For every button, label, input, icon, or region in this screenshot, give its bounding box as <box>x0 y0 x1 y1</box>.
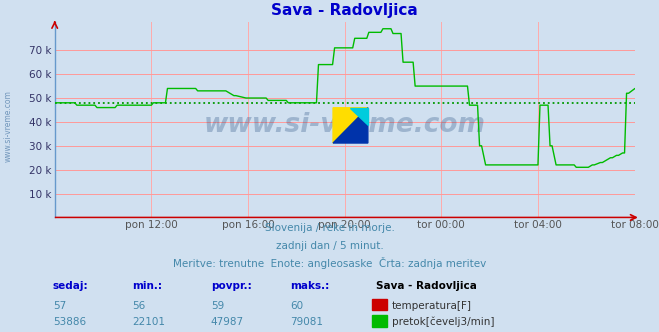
Polygon shape <box>333 108 368 143</box>
Text: Sava - Radovljica: Sava - Radovljica <box>376 281 476 291</box>
Text: www.si-vreme.com: www.si-vreme.com <box>3 90 13 162</box>
Text: pretok[čevelj3/min]: pretok[čevelj3/min] <box>392 317 495 327</box>
Text: Meritve: trenutne  Enote: angleosaske  Črta: zadnja meritev: Meritve: trenutne Enote: angleosaske Črt… <box>173 257 486 269</box>
Text: Slovenija / reke in morje.: Slovenija / reke in morje. <box>264 223 395 233</box>
Text: 56: 56 <box>132 301 145 311</box>
Text: 60: 60 <box>290 301 303 311</box>
Text: povpr.:: povpr.: <box>211 281 252 291</box>
Text: www.si-vreme.com: www.si-vreme.com <box>204 113 486 138</box>
Text: 59: 59 <box>211 301 224 311</box>
Text: 47987: 47987 <box>211 317 244 327</box>
Polygon shape <box>351 108 368 125</box>
Text: 22101: 22101 <box>132 317 165 327</box>
Text: zadnji dan / 5 minut.: zadnji dan / 5 minut. <box>275 241 384 251</box>
Text: 79081: 79081 <box>290 317 323 327</box>
Text: temperatura[F]: temperatura[F] <box>392 301 472 311</box>
Title: Sava - Radovljica: Sava - Radovljica <box>272 3 418 18</box>
Text: maks.:: maks.: <box>290 281 330 291</box>
Polygon shape <box>333 108 368 143</box>
Text: min.:: min.: <box>132 281 162 291</box>
Text: 57: 57 <box>53 301 66 311</box>
Text: sedaj:: sedaj: <box>53 281 88 291</box>
Text: 53886: 53886 <box>53 317 86 327</box>
